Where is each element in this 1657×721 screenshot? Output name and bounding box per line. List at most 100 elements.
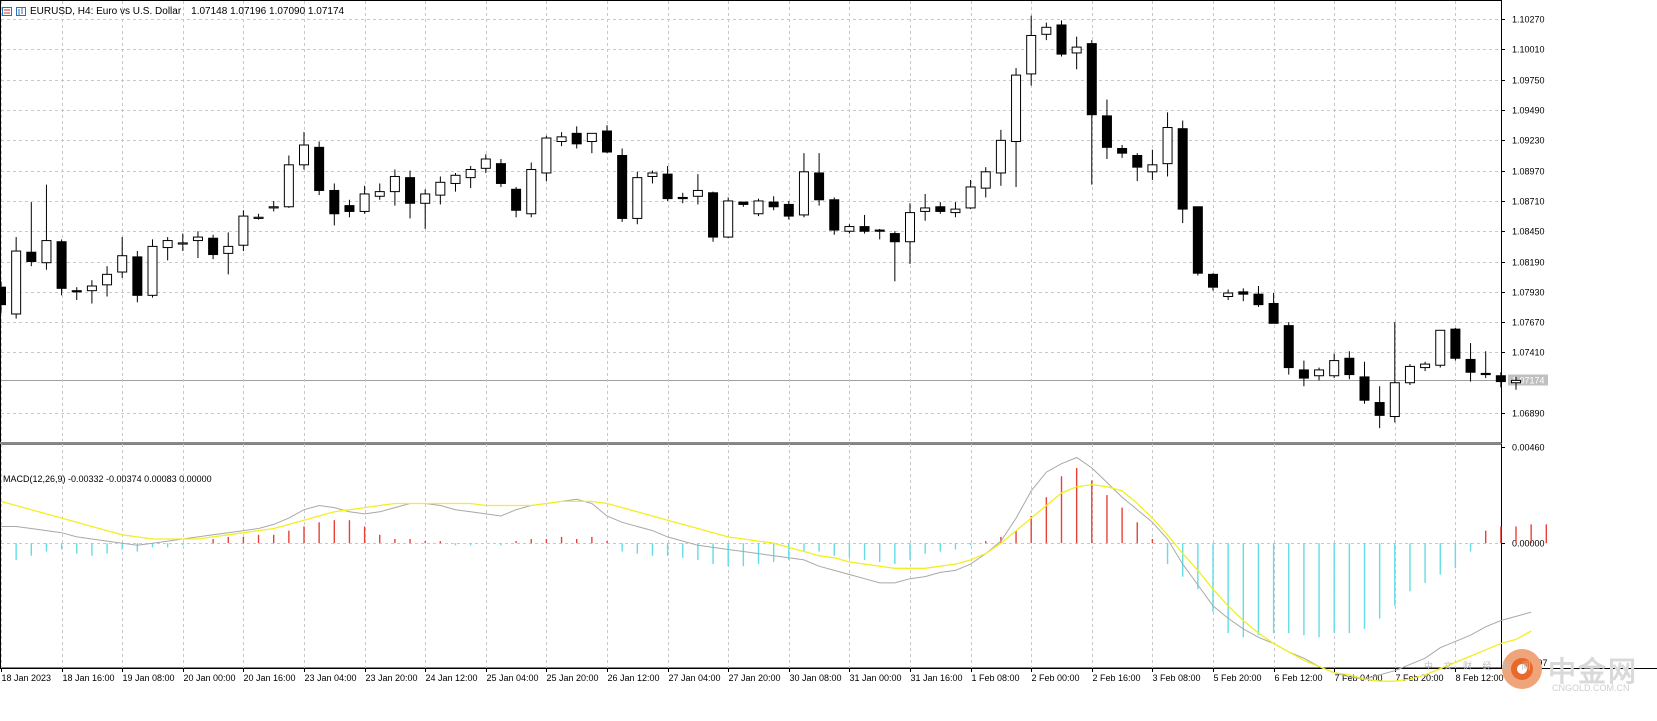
- candle-body: [268, 206, 279, 209]
- bull-candle: [465, 165, 476, 189]
- candles: [0, 15, 1521, 429]
- bear-candle: [1268, 293, 1279, 324]
- candle-body: [223, 245, 234, 254]
- bull-candle: [753, 198, 764, 217]
- time-axis-label: 31 Jan 00:00: [850, 673, 902, 683]
- macd-main-line: [1, 456, 1532, 680]
- bull-candle: [1404, 364, 1415, 386]
- bear-candle: [738, 201, 749, 207]
- candle-body: [1268, 302, 1279, 324]
- time-axis-label: 20 Jan 00:00: [184, 673, 236, 683]
- bear-candle: [329, 183, 340, 226]
- time-axis-label: 23 Jan 04:00: [305, 673, 357, 683]
- bull-candle: [359, 185, 370, 214]
- time-axis-label: 25 Jan 04:00: [487, 673, 539, 683]
- bear-candle: [708, 191, 719, 242]
- bear-candle: [1298, 360, 1309, 387]
- candle-body: [1026, 34, 1037, 75]
- bull-candle: [1435, 329, 1446, 368]
- bull-candle: [723, 197, 734, 239]
- bull-candle: [1162, 112, 1173, 177]
- bear-candle: [1344, 351, 1355, 380]
- bear-candle: [495, 158, 506, 187]
- bull-candle: [11, 237, 22, 319]
- candle-body: [1298, 369, 1309, 379]
- candle-body: [1389, 382, 1400, 418]
- cngold-watermark: 中金网 CNGOLD.COM.CN 中 文 财 经 新 闻: [1424, 645, 1655, 705]
- chart-list-icon[interactable]: [2, 7, 12, 16]
- bull-candle: [541, 135, 552, 182]
- candle-body: [1420, 363, 1431, 369]
- chart-window-icon[interactable]: [16, 7, 26, 16]
- bear-candle: [859, 214, 870, 234]
- bear-candle: [874, 228, 885, 240]
- candle-body: [1238, 291, 1249, 295]
- time-axis-label: 20 Jan 16:00: [244, 673, 296, 683]
- price-axis-label: 1.08190: [1512, 258, 1545, 268]
- candle-body: [1162, 127, 1173, 165]
- bear-candle: [617, 148, 628, 222]
- bear-candle: [71, 287, 82, 300]
- candle-body: [920, 207, 931, 212]
- cngold-logo-icon: [1502, 649, 1542, 689]
- candle-body: [329, 189, 340, 215]
- candle-body: [783, 203, 794, 217]
- candle-body: [723, 200, 734, 238]
- cngold-url: CNGOLD.COM.CN: [1552, 683, 1630, 693]
- time-axis-label: 2 Feb 00:00: [1032, 673, 1080, 683]
- bear-candle: [1056, 20, 1067, 57]
- bear-candle: [1374, 386, 1385, 429]
- bull-candle: [1223, 289, 1234, 300]
- time-axis-label: 27 Jan 20:00: [729, 673, 781, 683]
- candle-body: [980, 171, 991, 189]
- bull-candle: [1147, 149, 1158, 180]
- candle-body: [632, 177, 643, 219]
- bear-candle: [814, 153, 825, 206]
- time-axis-label: 18 Jan 16:00: [63, 673, 115, 683]
- bull-candle: [950, 202, 961, 218]
- bull-candle: [920, 193, 931, 221]
- time-axis-label: 25 Jan 20:00: [547, 673, 599, 683]
- bear-candle: [1208, 273, 1218, 291]
- candle-body: [1283, 325, 1294, 369]
- bear-candle: [1465, 343, 1476, 382]
- candle-body: [511, 188, 522, 211]
- bear-candle: [1192, 206, 1203, 276]
- current-price-tag-bg: [1508, 374, 1548, 386]
- bull-candle: [526, 162, 537, 218]
- bear-candle: [829, 197, 840, 235]
- bear-candle: [1253, 286, 1264, 307]
- price-axis-label: 1.10270: [1512, 15, 1545, 25]
- bear-candle: [571, 126, 582, 149]
- price-axis-label: 1.07410: [1512, 348, 1545, 358]
- candle-body: [238, 215, 249, 246]
- candle-body: [814, 172, 825, 201]
- candle-body: [1177, 128, 1188, 210]
- candle-body: [420, 193, 431, 204]
- candle-body: [435, 181, 446, 196]
- price-grid: [1, 19, 1501, 414]
- candle-body: [117, 255, 128, 273]
- candle-body: [1374, 402, 1385, 416]
- candle-body: [41, 240, 52, 264]
- bull-candle: [1026, 15, 1037, 86]
- candle-body: [1071, 46, 1082, 54]
- price-pane-frame: [0, 0, 1502, 443]
- candle-body: [1404, 365, 1415, 384]
- bull-candle: [450, 172, 461, 192]
- time-axis-label: 26 Jan 12:00: [608, 673, 660, 683]
- price-axis-label: 1.06890: [1512, 409, 1545, 419]
- candle-body: [541, 137, 552, 174]
- candle-body: [344, 205, 355, 212]
- bear-candle: [511, 186, 522, 218]
- candle-body: [162, 240, 173, 249]
- bull-candle: [147, 239, 158, 298]
- candle-body: [738, 201, 749, 205]
- bear-candle: [1495, 372, 1506, 388]
- candle-body: [647, 172, 658, 177]
- bull-candle: [586, 132, 597, 154]
- ohlc-values: 1.07148 1.07196 1.07090 1.07174: [191, 6, 345, 17]
- bull-candle: [1071, 36, 1082, 70]
- price-axis-label: 1.09230: [1512, 136, 1545, 146]
